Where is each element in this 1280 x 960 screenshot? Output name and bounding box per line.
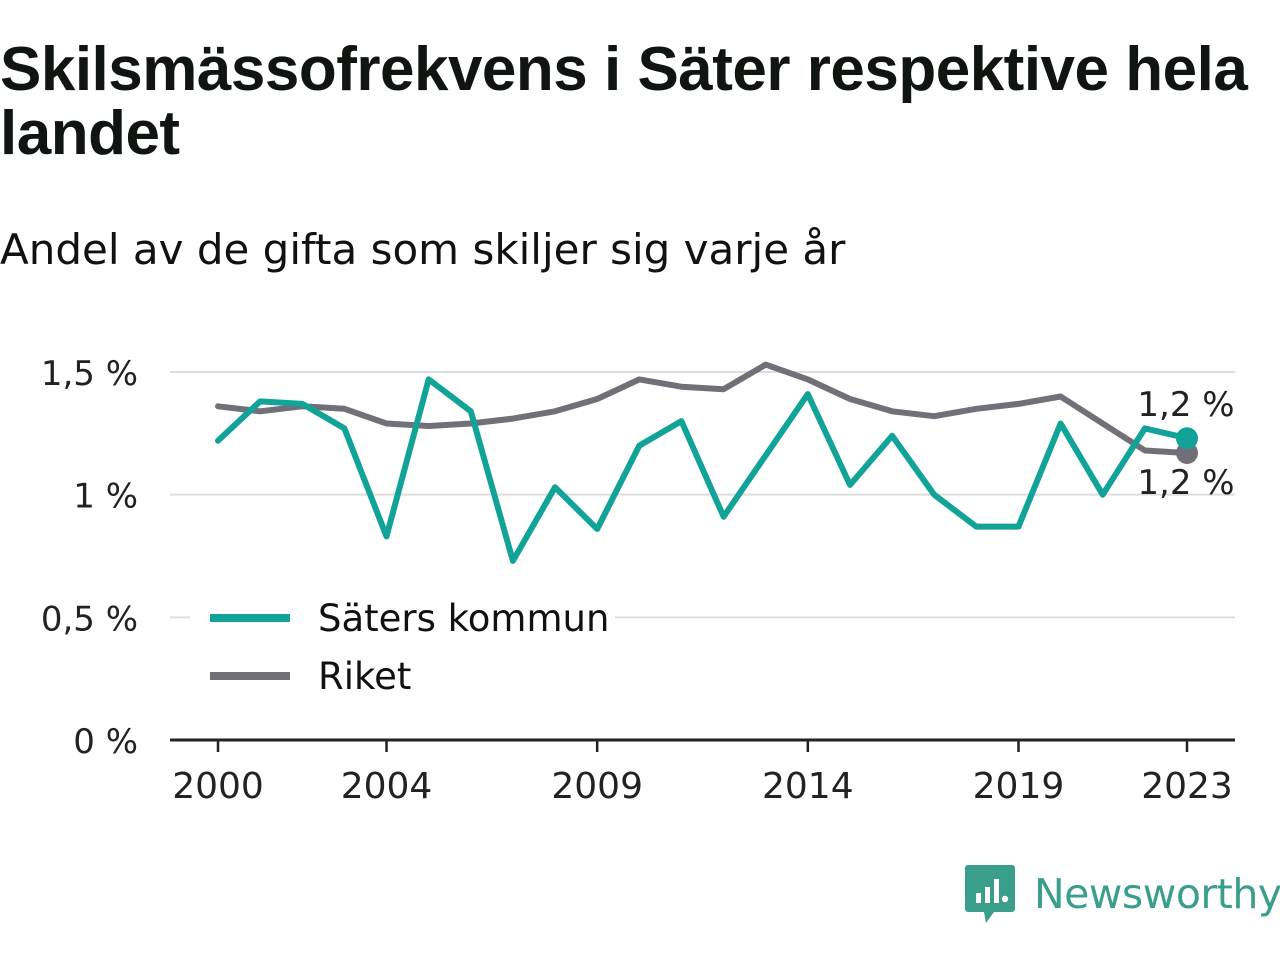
legend-label-riket: Riket bbox=[318, 655, 411, 698]
end-label-riket: 1,2 % bbox=[1137, 463, 1234, 503]
y-tick-label: 1,5 % bbox=[41, 354, 138, 394]
x-tick-label: 2009 bbox=[551, 766, 643, 807]
x-tick-label: 2004 bbox=[341, 766, 433, 807]
brand-logo[interactable]: Newsworthy bbox=[964, 862, 1280, 926]
y-tick-label: 0 % bbox=[73, 722, 138, 762]
x-tick-label: 2014 bbox=[762, 766, 854, 807]
end-label-saters-kommun: 1,2 % bbox=[1137, 385, 1234, 425]
y-tick-label: 1 % bbox=[73, 477, 138, 517]
series-line-saters-kommun bbox=[215, 376, 1190, 564]
y-tick-label: 0,5 % bbox=[41, 599, 138, 639]
chart-title: Skilsmässofrekvens i Säter respektive he… bbox=[0, 35, 1248, 168]
series-line-riket bbox=[215, 361, 1190, 456]
newsworthy-logo-icon bbox=[965, 865, 1015, 923]
x-tick-label: 2000 bbox=[172, 766, 264, 807]
x-tick-label: 2019 bbox=[973, 766, 1065, 807]
x-tick-label: 2023 bbox=[1141, 766, 1233, 807]
chart-subtitle: Andel av de gifta som skiljer sig varje … bbox=[0, 225, 846, 274]
series-endpoint-saters-kommun bbox=[1176, 427, 1198, 450]
legend-background bbox=[190, 590, 615, 715]
legend-label-saters-kommun: Säters kommun bbox=[318, 597, 609, 640]
brand-name: Newsworthy bbox=[1034, 870, 1280, 918]
